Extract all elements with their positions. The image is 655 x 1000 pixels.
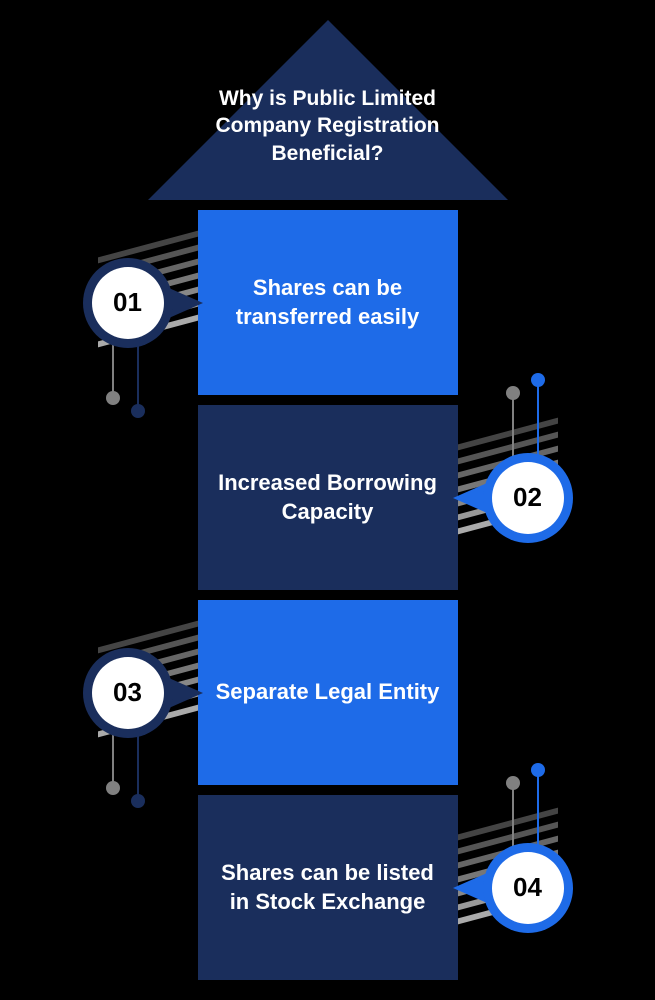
antenna-decoration-4 [498,763,558,853]
number-badge-inner-1: 01 [92,267,164,339]
benefit-text-4: Shares can be listed in Stock Exchange [198,859,458,916]
pendulum-decoration-1 [98,338,158,428]
benefit-block-1: Shares can be transferred easily [198,210,458,395]
benefit-text-2: Increased Borrowing Capacity [198,469,458,526]
number-badge-2: 02 [483,453,573,543]
pendulum-decoration-3 [98,728,158,818]
benefit-block-2: Increased Borrowing Capacity [198,405,458,590]
number-badge-3: 03 [83,648,173,738]
antenna-decoration-2 [498,373,558,463]
benefit-block-4: Shares can be listed in Stock Exchange [198,795,458,980]
benefit-text-1: Shares can be transferred easily [198,274,458,331]
number-badge-inner-4: 04 [492,852,564,924]
benefit-text-3: Separate Legal Entity [201,678,455,707]
number-badge-inner-2: 02 [492,462,564,534]
benefit-block-3: Separate Legal Entity [198,600,458,785]
infographic-title: Why is Public Limited Company Registrati… [198,85,458,167]
number-badge-4: 04 [483,843,573,933]
number-badge-1: 01 [83,258,173,348]
number-badge-inner-3: 03 [92,657,164,729]
